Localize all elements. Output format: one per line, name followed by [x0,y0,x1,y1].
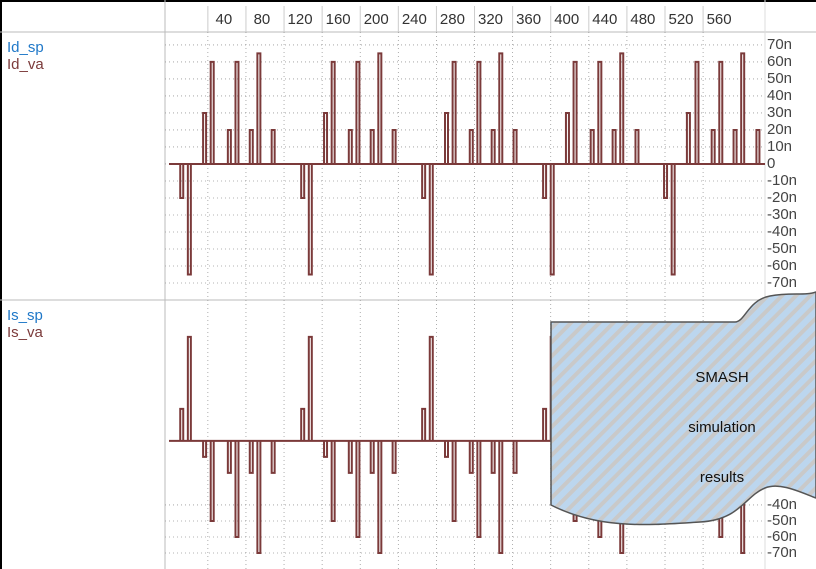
x-tick-label: 400 [554,11,579,28]
x-tick-label: 320 [478,11,503,28]
page: 40 80 120 160 200 240 280 320 360 400 440 480 520 560… [0,0,816,569]
x-tick-label: 80 [254,11,271,28]
y-tick-label: -40n [767,496,797,513]
signal-name: Is_va [7,324,44,341]
signal-name: Id_sp [7,39,44,56]
x-tick-label: 200 [364,11,389,28]
signal-name: Is_sp [7,307,43,324]
x-tick-label: 440 [592,11,617,28]
y-tick-label: -70n [767,544,797,561]
y-tick-label: -60n [767,528,797,545]
y-tick-label: 50n [767,70,792,87]
overlay-text: simulation [688,419,756,436]
y-tick-label: -70n [767,274,797,291]
y-tick-label: 30n [767,104,792,121]
y-tick-label: 20n [767,121,792,138]
x-tick-label: 40 [216,11,233,28]
y-tick-label: 60n [767,53,792,70]
y-tick-label: -10n [767,172,797,189]
y-tick-label: -30n [767,206,797,223]
x-tick-label: 240 [402,11,427,28]
y-tick-label: 0 [767,155,775,172]
x-tick-label: 120 [288,11,313,28]
y-tick-label: -20n [767,189,797,206]
overlay-text: SMASH [695,369,748,386]
y-tick-label: -50n [767,240,797,257]
x-tick-label: 480 [630,11,655,28]
x-tick-label: 280 [440,11,465,28]
y-tick-label: -50n [767,512,797,529]
x-tick-label: 160 [326,11,351,28]
y-tick-label: 70n [767,36,792,53]
y-tick-label: 40n [767,87,792,104]
signal-name: Id_va [7,56,44,73]
overlay-text: results [700,469,744,486]
x-tick-label: 520 [668,11,693,28]
y-tick-label: 10n [767,138,792,155]
waveform-viewer: 40 80 120 160 200 240 280 320 360 400 440 480 520 560… [0,0,816,569]
y-tick-label: -60n [767,257,797,274]
x-tick-label: 560 [707,11,732,28]
y-tick-label: -40n [767,223,797,240]
x-tick-label: 360 [516,11,541,28]
